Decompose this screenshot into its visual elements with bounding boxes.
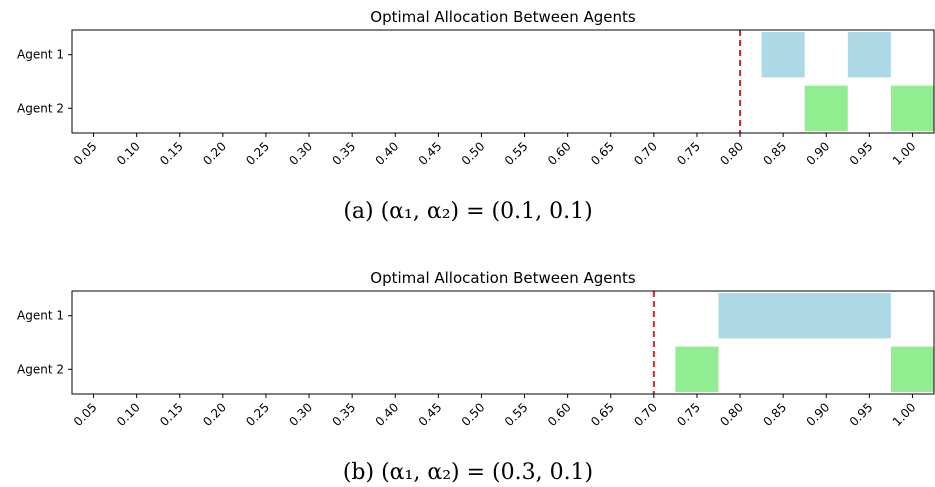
figure-caption: (a) (α₁, α₂) = (0.1, 0.1) [343,199,592,224]
x-tick-label: 0.65 [588,139,617,168]
x-tick-label: 0.80 [717,400,746,429]
agent-2-allocation-bar [890,346,934,392]
agent-1-allocation-bar [718,293,891,339]
x-tick-label: 0.85 [760,400,789,429]
x-tick-label: 0.35 [329,139,358,168]
x-tick-label: 0.40 [373,400,402,429]
x-tick-label: 0.20 [200,400,229,429]
x-tick-label: 0.95 [847,400,876,429]
x-tick-label: 0.90 [804,400,833,429]
chart-title: Optimal Allocation Between Agents [370,8,636,26]
x-tick-label: 0.55 [502,400,531,429]
x-tick-label: 0.45 [416,139,445,168]
plot-frame [71,29,935,134]
x-tick-label: 0.65 [588,400,617,429]
plot-frame [71,290,935,395]
x-tick-label: 0.05 [71,139,100,168]
x-tick-label: 0.95 [847,139,876,168]
figure-caption: (b) (α₁, α₂) = (0.3, 0.1) [343,460,593,485]
x-tick-label: 0.50 [459,400,488,429]
x-tick-label: 0.20 [200,139,229,168]
x-tick-label: 0.60 [545,400,574,429]
y-tick-label: Agent 1 [17,48,64,62]
agent-1-allocation-bar [761,32,805,78]
x-tick-label: 0.45 [416,400,445,429]
x-tick-label: 0.15 [157,400,186,429]
x-tick-label: 0.35 [329,400,358,429]
chart-panel-b: Optimal Allocation Between Agents Agent 1… [17,269,935,485]
agent-2-allocation-bar [675,346,719,392]
x-tick-label: 0.15 [157,139,186,168]
y-tick-label: Agent 1 [17,309,64,323]
x-tick-label: 0.90 [804,139,833,168]
x-tick-label: 0.75 [674,139,703,168]
x-tick-label: 0.60 [545,139,574,168]
x-tick-label: 0.25 [243,139,272,168]
x-tick-label: 0.10 [114,139,143,168]
x-tick-label: 0.80 [717,139,746,168]
x-tick-label: 0.30 [286,400,315,429]
chart-title: Optimal Allocation Between Agents [370,269,636,287]
x-tick-label: 0.55 [502,139,531,168]
agent-1-allocation-bar [847,32,891,78]
x-tick-label: 0.85 [760,139,789,168]
x-tick-label: 0.30 [286,139,315,168]
chart-panel-a: Optimal Allocation Between Agents Agent 1… [17,8,935,224]
x-tick-label: 0.10 [114,400,143,429]
x-tick-label: 0.70 [631,139,660,168]
x-tick-label: 1.00 [890,139,919,168]
y-tick-label: Agent 2 [17,362,64,376]
x-tick-label: 0.05 [71,400,100,429]
x-tick-label: 1.00 [890,400,919,429]
x-tick-label: 0.25 [243,400,272,429]
x-tick-label: 0.40 [373,139,402,168]
agent-2-allocation-bar [804,85,848,131]
x-tick-label: 0.50 [459,139,488,168]
y-tick-label: Agent 2 [17,101,64,115]
x-tick-label: 0.70 [631,400,660,429]
x-tick-label: 0.75 [674,400,703,429]
agent-2-allocation-bar [890,85,934,131]
